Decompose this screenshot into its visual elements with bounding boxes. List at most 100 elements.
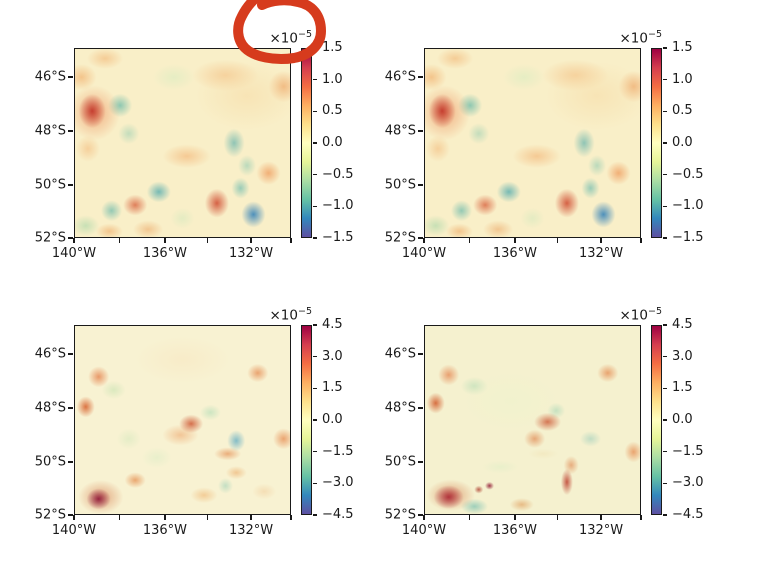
- colorbar-scale-label: ×10−5: [590, 304, 662, 324]
- colorbar-tick-label: −1.5: [322, 230, 354, 245]
- y-tick-mark: [418, 461, 423, 463]
- x-tick-label: 132°W: [228, 246, 274, 261]
- colorbar-tick-label: −0.5: [322, 166, 354, 182]
- colorbar-tick-label: −1.5: [322, 443, 354, 459]
- colorbar-tick-mark: [663, 387, 667, 389]
- heatmap-axes-top-left: [74, 48, 291, 238]
- x-minor-tick-mark: [557, 238, 559, 243]
- x-tick-mark: [250, 238, 252, 243]
- colorbar-tick-mark: [663, 79, 667, 81]
- y-tick-label: 48°S: [34, 123, 66, 139]
- heatmap-axes-top-right: [424, 48, 641, 238]
- x-tick-label: 136°W: [142, 246, 187, 261]
- x-tick-mark: [600, 238, 602, 243]
- x-tick-mark: [514, 238, 516, 243]
- y-tick-mark: [418, 514, 423, 516]
- colorbar-scale-label: ×10−5: [240, 304, 312, 324]
- y-tick-label: 52°S: [34, 230, 66, 246]
- scale-exponent: −5: [297, 306, 312, 317]
- colorbar-tick-mark: [663, 174, 667, 176]
- colorbar-tick-mark: [663, 142, 667, 144]
- x-minor-tick-mark: [290, 238, 292, 243]
- x-tick-mark: [600, 515, 602, 520]
- scale-mantissa: ×10: [619, 30, 648, 47]
- colorbar-tick-label: 1.5: [672, 40, 693, 55]
- y-tick-mark: [418, 353, 423, 355]
- colorbar-tick-mark: [313, 514, 317, 516]
- y-tick-label: 52°S: [384, 230, 416, 246]
- colorbar-tick-label: 0.0: [672, 412, 693, 427]
- colorbar-tick-mark: [663, 237, 667, 239]
- colorbar-tick-label: 0.0: [672, 135, 693, 150]
- colorbar-tick-label: 3.0: [322, 348, 343, 364]
- colorbar-tick-mark: [313, 387, 317, 389]
- colorbar-top-right: [651, 48, 662, 238]
- x-tick-mark: [250, 515, 252, 520]
- colorbar-tick-mark: [663, 47, 667, 49]
- y-tick-mark: [68, 130, 73, 132]
- y-tick-mark: [418, 407, 423, 409]
- colorbar-tick-label: 0.5: [322, 103, 343, 119]
- y-tick-mark: [68, 76, 73, 78]
- colorbar-tick-label: −0.5: [672, 166, 704, 182]
- x-tick-label: 132°W: [228, 523, 274, 538]
- y-tick-label: 50°S: [34, 177, 66, 193]
- colorbar-bottom-left: [301, 325, 312, 515]
- x-minor-tick-mark: [207, 238, 209, 243]
- colorbar-top-left: [301, 48, 312, 238]
- y-tick-label: 52°S: [34, 507, 66, 523]
- colorbar-tick-label: 0.5: [672, 103, 693, 119]
- y-tick-label: 48°S: [34, 400, 66, 416]
- colorbar-tick-mark: [663, 419, 667, 421]
- colorbar-tick-mark: [313, 356, 317, 358]
- colorbar-tick-mark: [663, 451, 667, 453]
- x-minor-tick-mark: [118, 515, 120, 520]
- x-tick-label: 132°W: [578, 523, 624, 538]
- x-tick-label: 140°W: [51, 523, 97, 538]
- colorbar-tick-mark: [313, 47, 317, 49]
- colorbar-tick-label: 4.5: [322, 317, 343, 332]
- x-minor-tick-mark: [468, 515, 470, 520]
- heatmap-axes-bottom-left: [74, 325, 291, 515]
- y-tick-mark: [68, 237, 73, 239]
- y-tick-mark: [418, 76, 423, 78]
- colorbar-tick-label: 1.5: [672, 380, 693, 396]
- x-tick-mark: [164, 515, 166, 520]
- colorbar-tick-mark: [663, 324, 667, 326]
- scale-exponent: −5: [647, 306, 662, 317]
- y-tick-mark: [68, 407, 73, 409]
- x-tick-mark: [73, 515, 75, 520]
- colorbar-tick-label: −4.5: [672, 507, 704, 522]
- colorbar-tick-label: 1.5: [322, 380, 343, 396]
- x-tick-mark: [423, 238, 425, 243]
- colorbar-tick-label: −4.5: [322, 507, 354, 522]
- y-tick-label: 48°S: [384, 400, 416, 416]
- x-minor-tick-mark: [207, 515, 209, 520]
- x-tick-label: 136°W: [142, 523, 187, 538]
- x-tick-label: 140°W: [401, 523, 447, 538]
- colorbar-tick-label: 3.0: [672, 348, 693, 364]
- colorbar-tick-mark: [313, 482, 317, 484]
- y-tick-label: 46°S: [384, 69, 416, 85]
- x-minor-tick-mark: [557, 515, 559, 520]
- x-tick-label: 140°W: [401, 246, 447, 261]
- y-tick-label: 52°S: [384, 507, 416, 523]
- colorbar-tick-label: 1.5: [322, 40, 343, 55]
- colorbar-tick-mark: [313, 237, 317, 239]
- colorbar-tick-label: −3.0: [672, 475, 704, 491]
- y-tick-label: 46°S: [34, 69, 66, 85]
- y-tick-label: 50°S: [384, 454, 416, 470]
- colorbar-tick-label: 0.0: [322, 412, 343, 427]
- heatmap-axes-bottom-right: [424, 325, 641, 515]
- colorbar-tick-label: 1.0: [672, 71, 693, 87]
- colorbar-tick-mark: [663, 205, 667, 207]
- y-tick-mark: [68, 353, 73, 355]
- x-minor-tick-mark: [468, 238, 470, 243]
- colorbar-tick-label: −1.5: [672, 230, 704, 245]
- y-tick-label: 50°S: [34, 454, 66, 470]
- x-minor-tick-mark: [118, 238, 120, 243]
- y-tick-label: 46°S: [34, 346, 66, 362]
- x-tick-mark: [73, 238, 75, 243]
- colorbar-tick-mark: [313, 451, 317, 453]
- x-tick-label: 132°W: [578, 246, 624, 261]
